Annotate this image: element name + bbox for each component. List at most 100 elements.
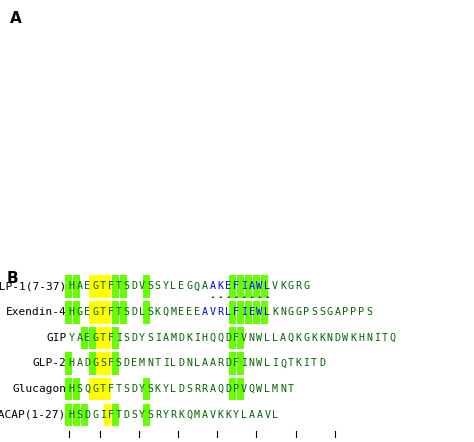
Text: I: I xyxy=(241,282,247,291)
Text: L: L xyxy=(264,333,270,343)
Text: D: D xyxy=(178,384,184,394)
Text: L: L xyxy=(139,307,145,317)
FancyBboxPatch shape xyxy=(97,275,103,298)
Text: G: G xyxy=(92,384,98,394)
Text: S: S xyxy=(366,307,372,317)
Text: V: V xyxy=(241,384,247,394)
Text: G: G xyxy=(92,358,98,368)
Text: D: D xyxy=(131,333,137,343)
Text: Exendin-4: Exendin-4 xyxy=(6,307,66,317)
Text: Y: Y xyxy=(163,282,169,291)
Text: S: S xyxy=(147,307,153,317)
FancyBboxPatch shape xyxy=(229,352,237,375)
Text: K: K xyxy=(155,307,161,317)
Text: Y: Y xyxy=(139,333,145,343)
FancyBboxPatch shape xyxy=(97,378,103,400)
Text: F: F xyxy=(108,358,114,368)
Text: K: K xyxy=(186,333,192,343)
Text: PACAP(1-27): PACAP(1-27) xyxy=(0,410,66,419)
Text: Glucagon: Glucagon xyxy=(12,384,66,394)
Text: P: P xyxy=(358,307,364,317)
FancyBboxPatch shape xyxy=(144,378,150,400)
Text: K: K xyxy=(296,333,301,343)
Text: T: T xyxy=(288,384,294,394)
Text: T: T xyxy=(116,282,122,291)
FancyBboxPatch shape xyxy=(73,378,80,400)
Text: K: K xyxy=(311,333,317,343)
Text: P: P xyxy=(303,307,310,317)
Text: Q: Q xyxy=(217,333,223,343)
FancyBboxPatch shape xyxy=(261,275,268,298)
Text: F: F xyxy=(233,282,239,291)
Text: S: S xyxy=(311,307,317,317)
Text: E: E xyxy=(248,307,255,317)
FancyBboxPatch shape xyxy=(112,404,119,426)
Text: T: T xyxy=(116,410,122,419)
Text: E: E xyxy=(84,333,91,343)
Text: N: N xyxy=(147,358,153,368)
Text: L: L xyxy=(272,410,278,419)
Text: Y: Y xyxy=(233,410,239,419)
Text: A: A xyxy=(163,333,169,343)
Text: W: W xyxy=(256,282,263,291)
Text: A: A xyxy=(201,358,208,368)
Text: T: T xyxy=(311,358,317,368)
FancyBboxPatch shape xyxy=(120,275,127,298)
Text: H: H xyxy=(201,333,208,343)
Text: G: G xyxy=(327,307,333,317)
Text: E: E xyxy=(84,282,91,291)
Text: A: A xyxy=(248,410,255,419)
Text: G: G xyxy=(288,282,294,291)
Text: S: S xyxy=(186,384,192,394)
Text: K: K xyxy=(178,410,184,419)
Text: I: I xyxy=(163,358,169,368)
Text: D: D xyxy=(225,384,231,394)
Text: P: P xyxy=(233,384,239,394)
FancyBboxPatch shape xyxy=(112,275,119,298)
Text: S: S xyxy=(123,384,129,394)
Text: D: D xyxy=(131,384,137,394)
Text: V: V xyxy=(210,410,216,419)
Text: Q: Q xyxy=(186,410,192,419)
Text: F: F xyxy=(233,307,239,317)
Text: E: E xyxy=(178,307,184,317)
Text: D: D xyxy=(225,333,231,343)
Text: M: M xyxy=(272,384,278,394)
Text: V: V xyxy=(264,410,270,419)
FancyBboxPatch shape xyxy=(104,275,111,298)
FancyBboxPatch shape xyxy=(237,352,244,375)
FancyBboxPatch shape xyxy=(104,378,111,400)
Text: N: N xyxy=(280,384,286,394)
Text: D: D xyxy=(178,333,184,343)
Text: F: F xyxy=(108,307,114,317)
Text: N: N xyxy=(366,333,372,343)
Text: V: V xyxy=(241,333,247,343)
Text: S: S xyxy=(116,358,122,368)
FancyBboxPatch shape xyxy=(112,327,119,349)
Text: H: H xyxy=(358,333,364,343)
Text: S: S xyxy=(155,282,161,291)
Text: N: N xyxy=(280,307,286,317)
FancyBboxPatch shape xyxy=(81,327,88,349)
Text: I: I xyxy=(155,333,161,343)
Text: A: A xyxy=(76,333,82,343)
Text: M: M xyxy=(139,358,145,368)
Text: G: G xyxy=(296,307,301,317)
Text: V: V xyxy=(272,282,278,291)
Text: K: K xyxy=(225,410,231,419)
Text: Q: Q xyxy=(280,358,286,368)
FancyBboxPatch shape xyxy=(104,352,111,375)
Text: D: D xyxy=(319,358,325,368)
Text: N: N xyxy=(248,358,255,368)
Text: Y: Y xyxy=(139,384,145,394)
Text: S: S xyxy=(147,282,153,291)
Text: H: H xyxy=(69,358,75,368)
Text: S: S xyxy=(123,307,129,317)
Text: L: L xyxy=(171,358,176,368)
Text: R: R xyxy=(296,282,301,291)
Text: T: T xyxy=(100,282,106,291)
FancyBboxPatch shape xyxy=(73,404,80,426)
Text: W: W xyxy=(256,384,263,394)
Text: Y: Y xyxy=(163,410,169,419)
Text: D: D xyxy=(131,282,137,291)
